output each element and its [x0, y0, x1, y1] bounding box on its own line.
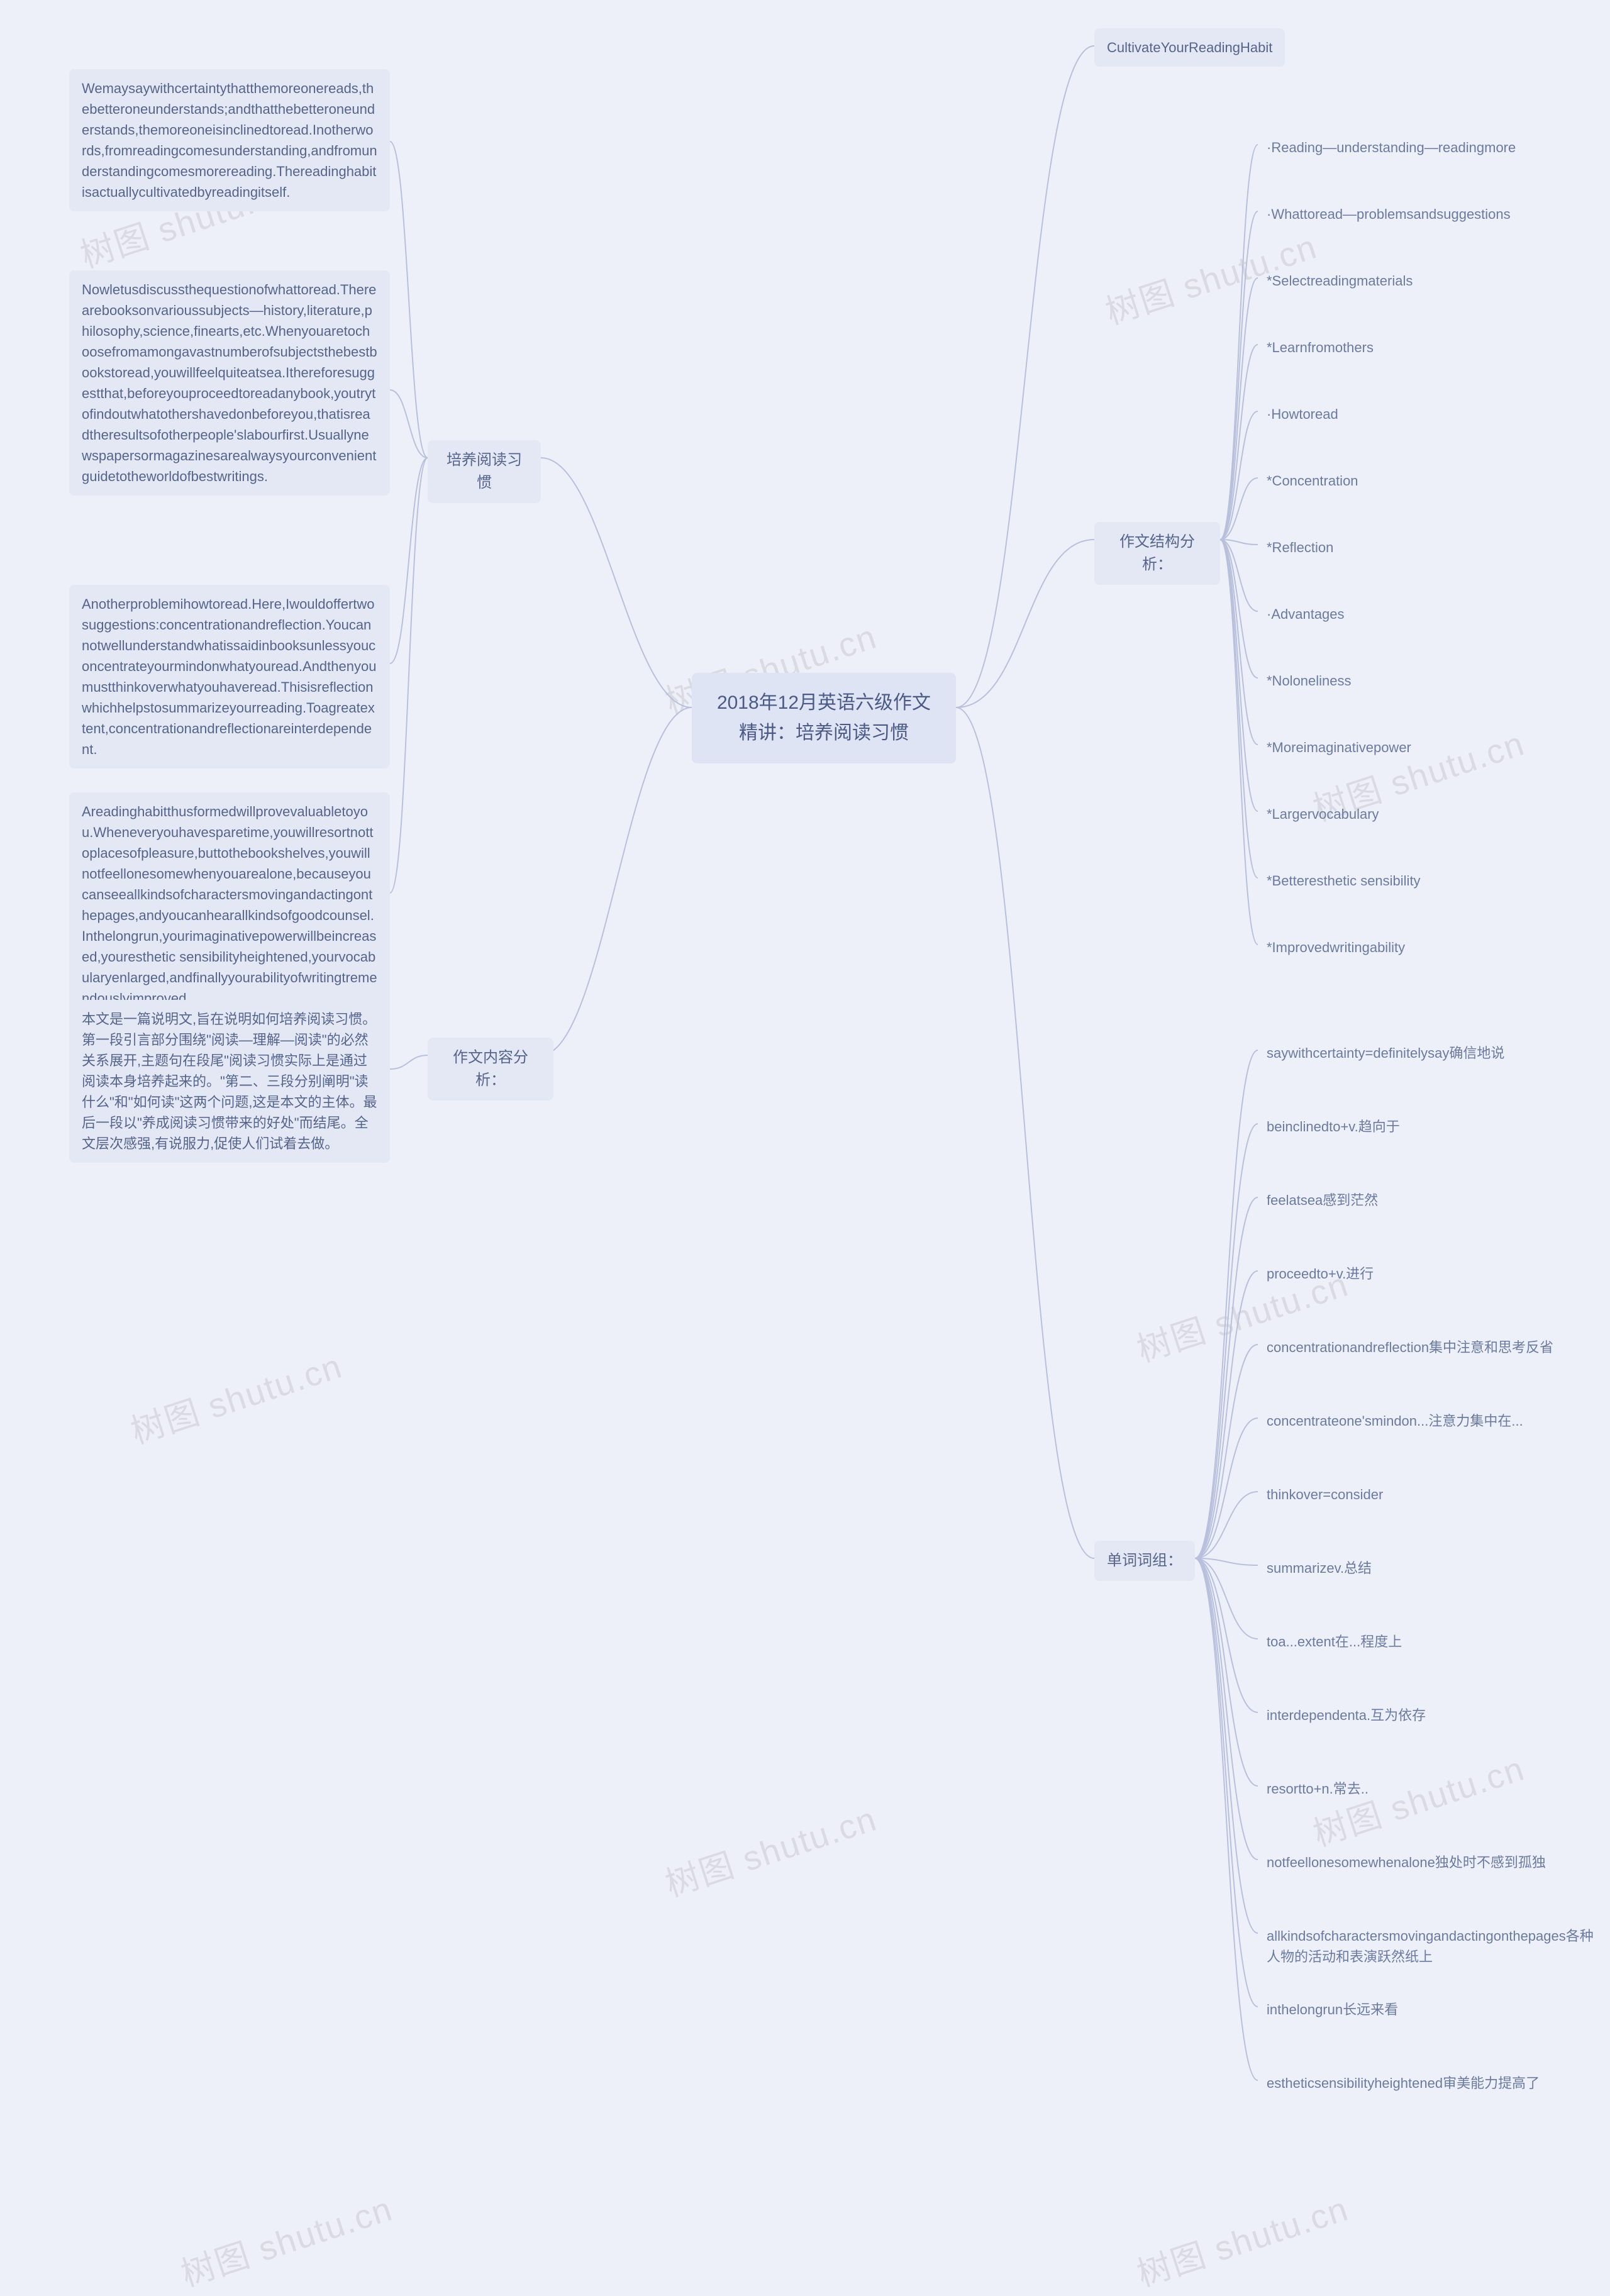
vocab-item: feelatsea感到茫然 — [1258, 1185, 1610, 1216]
branch-structure-analysis: 作文结构分析： — [1094, 522, 1220, 585]
structure-item: *Moreimaginativepower — [1258, 732, 1610, 763]
vocab-item: proceedto+v.进行 — [1258, 1258, 1610, 1289]
branch-cultivate-habit: 培养阅读习惯 — [428, 440, 541, 503]
vocab-item: inthelongrun长远来看 — [1258, 1994, 1610, 2025]
vocab-item: concentrationandreflection集中注意和思考反省 — [1258, 1332, 1610, 1363]
structure-item: ·Howtoread — [1258, 399, 1610, 430]
paragraph-2: Nowletusdiscussthequestionofwhattoread.T… — [69, 270, 390, 496]
structure-item: *Learnfromothers — [1258, 332, 1610, 363]
vocab-item: concentrateone'smindon...注意力集中在... — [1258, 1406, 1610, 1436]
branch-content-analysis: 作文内容分析： — [428, 1038, 553, 1101]
vocab-item: resortto+n.常去.. — [1258, 1773, 1610, 1804]
branch-vocabulary: 单词词组： — [1094, 1541, 1195, 1581]
paragraph-3: Anotherproblemihowtoread.Here,Iwouldoffe… — [69, 585, 390, 768]
structure-item: *Concentration — [1258, 465, 1610, 496]
structure-item: *Betteresthetic sensibility — [1258, 865, 1610, 896]
vocab-item: notfeellonesomewhenalone独处时不感到孤独 — [1258, 1847, 1610, 1878]
paragraph-4: Areadinghabitthusformedwillprovevaluable… — [69, 792, 390, 1018]
watermark: 树图 shutu.cn — [174, 2181, 397, 2296]
structure-item: *Reflection — [1258, 532, 1610, 563]
structure-item: ·Whattoread—problemsandsuggestions — [1258, 199, 1610, 230]
vocab-item: interdependenta.互为依存 — [1258, 1700, 1610, 1731]
watermark: 树图 shutu.cn — [658, 1791, 882, 1906]
vocab-item: saywithcertainty=definitelysay确信地说 — [1258, 1038, 1610, 1068]
branch-title-english: CultivateYourReadingHabit — [1094, 28, 1285, 67]
structure-item: *Largervocabulary — [1258, 799, 1610, 829]
structure-item: ·Advantages — [1258, 599, 1610, 629]
vocab-item: toa...extent在...程度上 — [1258, 1626, 1610, 1657]
vocab-item: summarizev.总结 — [1258, 1553, 1610, 1583]
paragraph-1: Wemaysaywithcertaintythatthemoreonereads… — [69, 69, 390, 211]
watermark: 树图 shutu.cn — [123, 1338, 347, 1453]
watermark: 树图 shutu.cn — [1130, 2181, 1353, 2296]
vocab-item: beinclinedto+v.趋向于 — [1258, 1111, 1610, 1142]
structure-item: ·Reading—understanding—readingmore — [1258, 132, 1610, 163]
content-analysis-text: 本文是一篇说明文,旨在说明如何培养阅读习惯。第一段引言部分围绕"阅读—理解—阅读… — [69, 1000, 390, 1163]
vocab-item: estheticsensibilityheightened审美能力提高了 — [1258, 2068, 1610, 2099]
structure-item: *Noloneliness — [1258, 665, 1610, 696]
structure-item: *Improvedwritingability — [1258, 932, 1610, 963]
structure-item: *Selectreadingmaterials — [1258, 265, 1610, 296]
vocab-item: thinkover=consider — [1258, 1479, 1610, 1510]
root-node: 2018年12月英语六级作文精讲：培养阅读习惯 — [692, 673, 956, 763]
vocab-item: allkindsofcharactersmovingandactingonthe… — [1258, 1921, 1610, 1972]
